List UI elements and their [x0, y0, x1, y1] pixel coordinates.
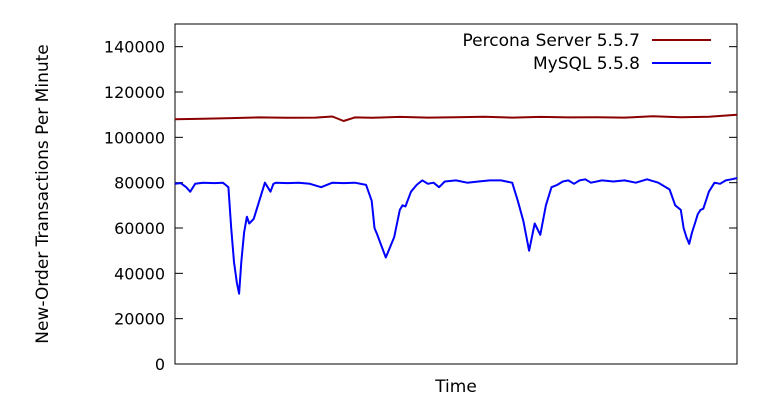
y-tick-label: 40000 — [114, 264, 165, 283]
y-tick-label: 120000 — [104, 83, 165, 102]
y-axis: 0 20000 40000 60000 80000 100000 120000 140000 — [104, 38, 737, 374]
y-tick-label: 0 — [155, 355, 165, 374]
series-line-1 — [174, 113, 738, 122]
y-tick-label: 20000 — [114, 310, 165, 329]
plot-area — [174, 23, 738, 365]
y-axis-title: New-Order Transactions Per Minute — [33, 44, 53, 343]
legend: Percona Server 5.5.7 MySQL 5.5.8 — [463, 31, 711, 74]
plot-frame — [174, 23, 738, 365]
y-tick-label: 100000 — [104, 128, 165, 147]
legend-label: Percona Server 5.5.7 — [463, 31, 640, 51]
y-tick-label: 80000 — [114, 174, 165, 193]
y-tick-label: 60000 — [114, 219, 165, 238]
y-tick-label: 140000 — [104, 38, 165, 57]
series-layer — [174, 113, 738, 295]
legend-label: MySQL 5.5.8 — [533, 54, 640, 74]
x-axis-title: Time — [434, 377, 477, 397]
series-line-2 — [174, 177, 738, 295]
